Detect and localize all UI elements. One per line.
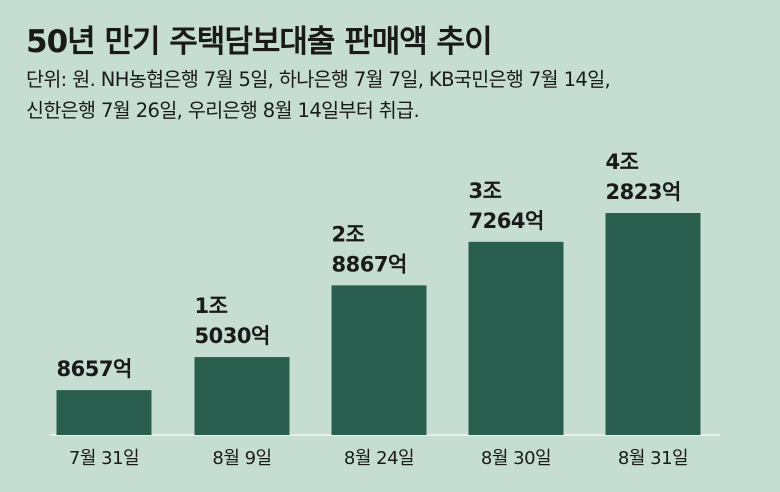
data-label-3-line-2: 8867억 bbox=[332, 252, 407, 276]
data-label-2-line-1: 1조 bbox=[195, 294, 228, 318]
chart-subtitle: 단위: 원. NH농협은행 7월 5일, 하나은행 7월 7일, KB국민은행 … bbox=[26, 64, 766, 126]
bar-3 bbox=[331, 285, 427, 435]
data-label-3-line-1: 2조 bbox=[332, 222, 365, 246]
data-label-5-line-2: 2823억 bbox=[606, 180, 681, 204]
data-label-4-line-1: 3조 bbox=[469, 179, 502, 203]
x-tick-label-1: 7월 31일 bbox=[69, 448, 139, 469]
data-label-4-line-2: 7264억 bbox=[469, 209, 544, 233]
x-tick-label-3: 8월 24일 bbox=[344, 448, 414, 469]
bars-group bbox=[56, 213, 701, 435]
x-tick-label-4: 8월 30일 bbox=[481, 448, 551, 469]
data-label-5-line-1: 4조 bbox=[606, 150, 639, 174]
subtitle-line-1: 단위: 원. NH농협은행 7월 5일, 하나은행 7월 7일, KB국민은행 … bbox=[26, 68, 611, 91]
data-label-2-line-2: 5030억 bbox=[195, 324, 270, 348]
bar-1 bbox=[56, 390, 152, 435]
data-labels-group: 8657억 1조 5030억 2조 8867억 3조 7264억 4조 2823억 bbox=[57, 150, 682, 381]
bar-2 bbox=[194, 357, 290, 435]
x-tick-label-5: 8월 31일 bbox=[618, 448, 688, 469]
data-label-1: 8657억 bbox=[57, 357, 132, 381]
subtitle-line-2: 신한은행 7월 26일, 우리은행 8월 14일부터 취급. bbox=[26, 99, 420, 122]
bar-4 bbox=[468, 241, 564, 435]
x-tick-labels-group: 7월 31일 8월 9일 8월 24일 8월 30일 8월 31일 bbox=[69, 448, 689, 469]
x-tick-label-2: 8월 9일 bbox=[212, 448, 271, 469]
bar-5 bbox=[605, 213, 701, 435]
chart-title: 50년 만기 주택담보대출 판매액 추이 bbox=[26, 24, 493, 60]
